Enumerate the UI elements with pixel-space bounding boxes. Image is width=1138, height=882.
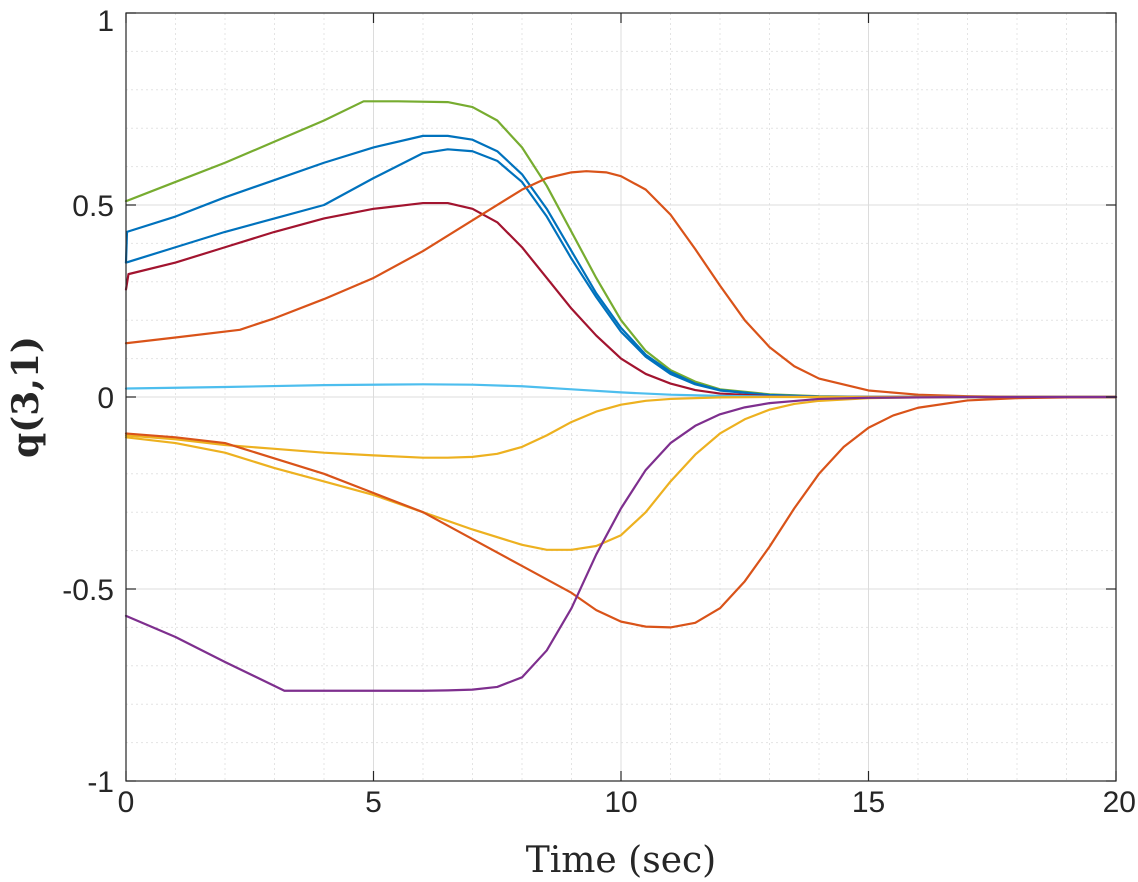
- series-group: [124, 100, 1118, 692]
- series-line-5: [124, 170, 1118, 399]
- x-tick-label: 10: [604, 786, 637, 819]
- x-tick-label: 5: [365, 786, 382, 819]
- y-tick-label: 0.5: [72, 190, 114, 223]
- y-tick-labels: -1 -0.5 0 0.5 1: [62, 5, 114, 799]
- x-tick-labels: 0 5 10 15 20: [118, 786, 1136, 819]
- y-tick-label: -1: [87, 766, 114, 799]
- tick-marks: [125, 12, 1117, 782]
- y-tick-label: -0.5: [62, 574, 114, 607]
- series-line-8: [124, 395, 1118, 551]
- x-tick-label: 0: [118, 786, 135, 819]
- x-tick-label: 15: [852, 786, 885, 819]
- y-tick-label: 0: [97, 382, 114, 415]
- x-tick-label: 20: [1103, 786, 1136, 819]
- series-line-9: [124, 395, 1118, 629]
- y-tick-label: 1: [97, 5, 114, 38]
- series-line-7: [124, 395, 1118, 459]
- series-line-10: [124, 395, 1118, 692]
- x-axis-label: Time (sec): [526, 840, 716, 881]
- y-axis-label: q(3,1): [5, 336, 47, 458]
